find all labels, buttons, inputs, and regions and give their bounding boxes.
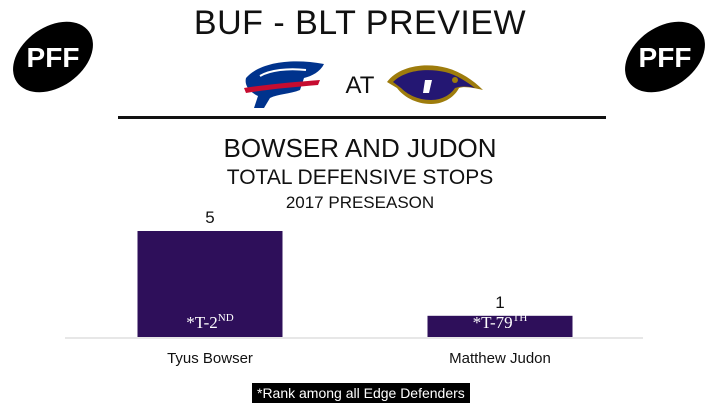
rank-label: *T-79TH bbox=[473, 312, 528, 332]
ravens-logo-icon bbox=[387, 65, 483, 104]
bar bbox=[137, 231, 283, 337]
chart-title: BOWSER AND JUDON bbox=[223, 133, 497, 163]
header-divider bbox=[118, 116, 606, 119]
bills-logo-icon bbox=[244, 61, 324, 108]
data-label: 1 bbox=[495, 293, 504, 312]
page-title: BUF - BLT PREVIEW bbox=[193, 4, 527, 42]
pff-logo-icon: PFF bbox=[625, 21, 705, 93]
bar bbox=[427, 315, 573, 337]
data-label: 5 bbox=[205, 208, 214, 227]
team-matchup: AT bbox=[0, 56, 720, 112]
chart-subtitle: TOTAL DEFENSIVE STOPS bbox=[226, 166, 494, 189]
rank-value: *T-79 bbox=[473, 313, 513, 332]
rank-ordinal-suffix: ND bbox=[218, 312, 234, 324]
rank-ordinal-suffix: TH bbox=[513, 312, 528, 324]
pff-logo-text: PFF bbox=[27, 42, 80, 73]
category-label: Matthew Judon bbox=[449, 350, 551, 367]
rank-label: *T-2ND bbox=[186, 312, 233, 332]
chart-season: 2017 PRESEASON bbox=[285, 193, 435, 212]
category-label: Tyus Bowser bbox=[167, 350, 253, 367]
pff-logo-text: PFF bbox=[639, 42, 692, 73]
footnote: *Rank among all Edge Defenders bbox=[252, 383, 470, 403]
at-label: AT bbox=[345, 72, 375, 99]
pff-logo-icon: PFF bbox=[13, 21, 93, 93]
rank-value: *T-2 bbox=[186, 313, 218, 332]
